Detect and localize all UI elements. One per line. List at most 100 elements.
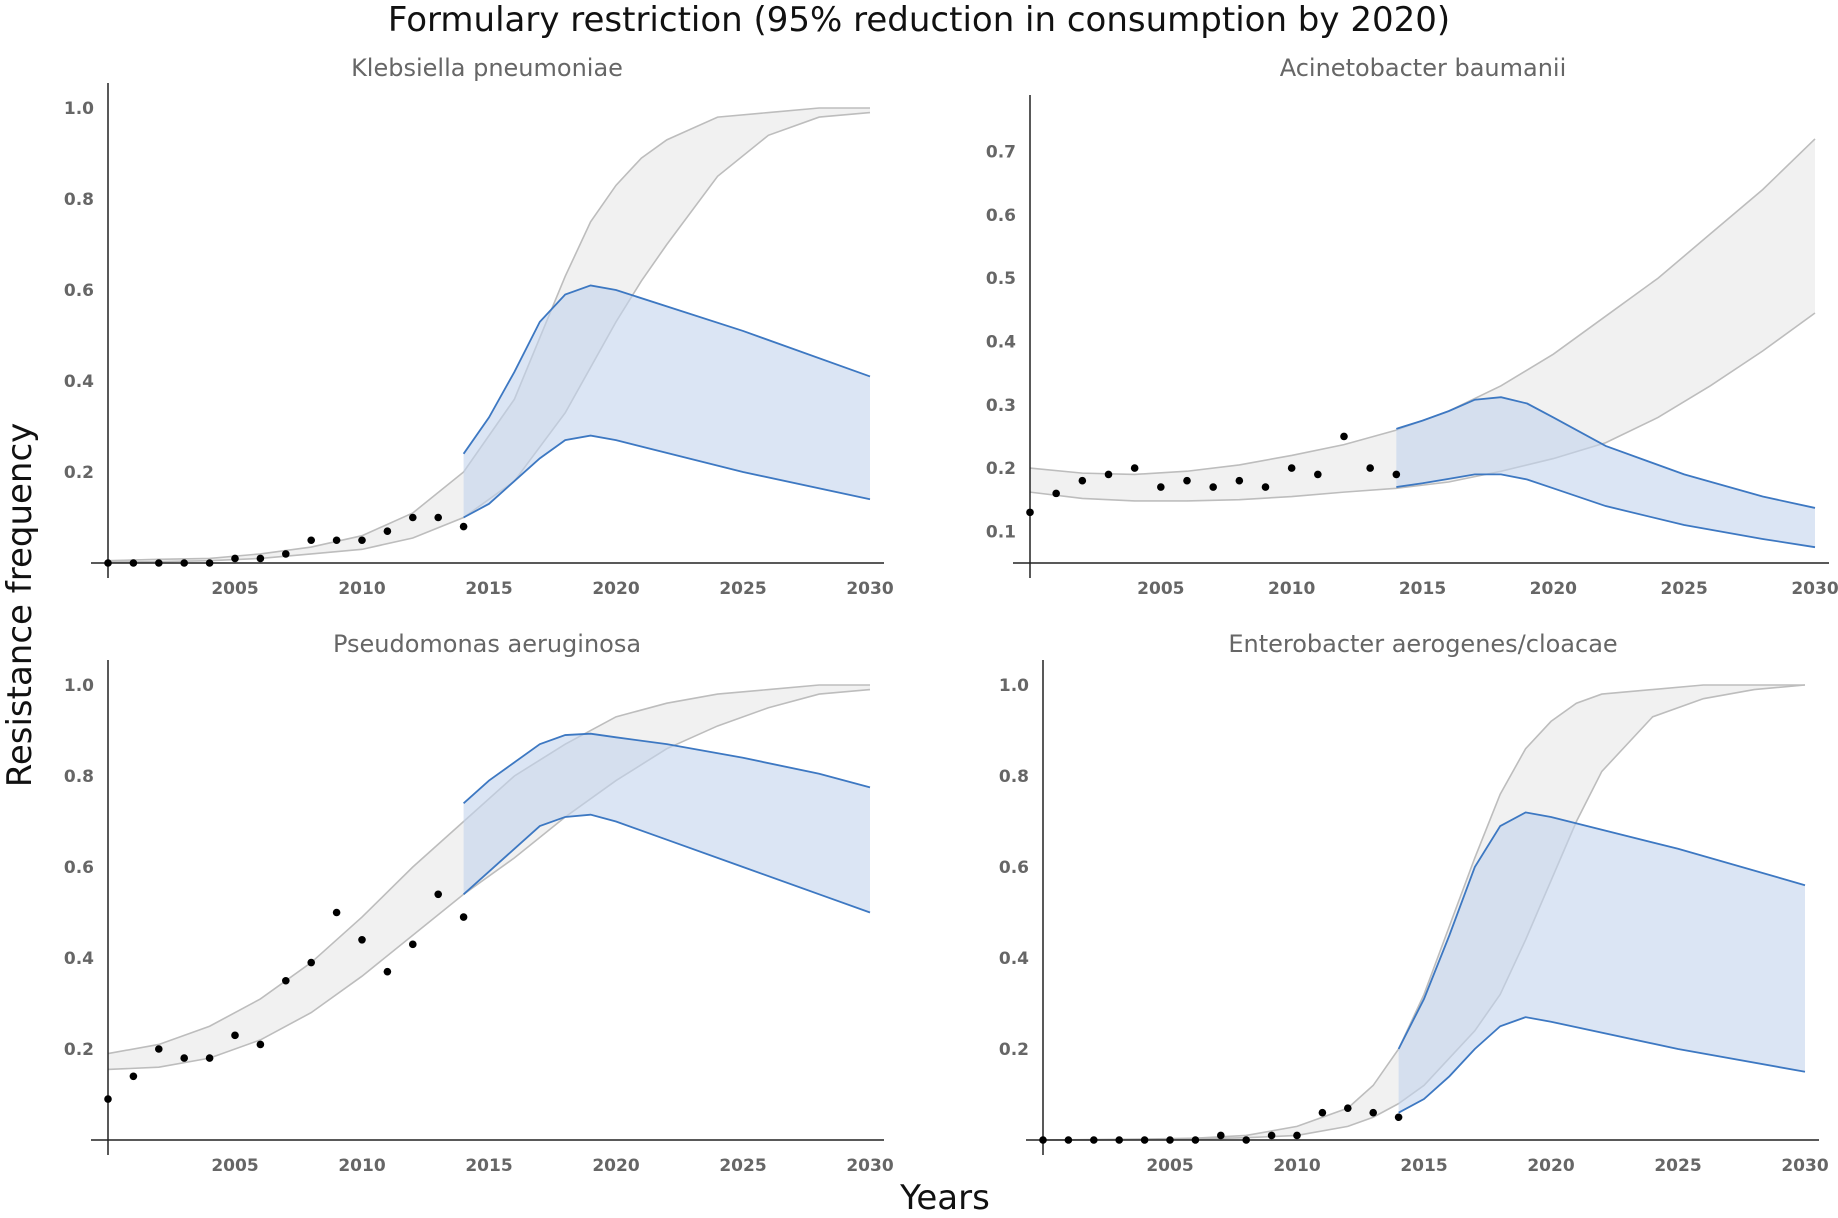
observed-point [332, 536, 341, 545]
intervention-band-upper-line [1397, 811, 1806, 1050]
x-tick-label: 2015 [465, 579, 512, 599]
baseline-band-upper-line [1042, 684, 1805, 1141]
x-tick-label: 2005 [211, 579, 258, 599]
observed-point [459, 913, 468, 921]
y-tick-label: 0.6 [999, 858, 1029, 878]
observed-point [1366, 464, 1374, 472]
intervention-band-fill [463, 285, 870, 518]
observed-point [332, 908, 341, 917]
intervention-band-upper-line [462, 732, 871, 804]
x-tick-label: 2020 [1527, 1156, 1574, 1176]
observed-point [1293, 1131, 1301, 1140]
observed-point [1392, 470, 1401, 479]
observed-point [383, 527, 392, 535]
observed-point [1078, 476, 1087, 485]
observed-point [307, 536, 316, 545]
x-tick-label: 2020 [1530, 579, 1577, 599]
observed-point [104, 1095, 112, 1103]
y-tick-label: 0.8 [999, 767, 1029, 787]
x-tick-label: 2015 [465, 1156, 512, 1176]
y-tick-label: 0.1 [986, 522, 1016, 542]
intervention-band-lower-line [1398, 1016, 1806, 1114]
y-tick-label: 0.6 [64, 858, 94, 878]
observed-point [1318, 1108, 1327, 1117]
baseline-band-lower-line [107, 688, 871, 1071]
observed-point [1267, 1131, 1276, 1140]
observed-point [231, 554, 239, 563]
observed-point [1026, 508, 1034, 517]
observed-point [1191, 1136, 1200, 1144]
observed-point [256, 554, 265, 563]
x-tick-label: 2010 [338, 1156, 385, 1176]
observed-point [231, 1031, 239, 1040]
observed-point [1039, 1136, 1047, 1144]
y-tick-label: 0.4 [986, 333, 1016, 353]
observed-point [1157, 483, 1165, 491]
observed-point [1052, 489, 1060, 498]
y-tick-label: 0.5 [986, 269, 1016, 289]
baseline-band-fill [108, 685, 870, 1070]
y-tick-label: 1.0 [999, 676, 1029, 696]
x-tick-label: 2030 [846, 579, 893, 599]
x-tick-label: 2030 [846, 1156, 893, 1176]
observed-point [104, 559, 112, 567]
y-tick-label: 0.2 [64, 463, 94, 483]
observed-point [256, 1040, 265, 1049]
observed-point [307, 958, 316, 967]
observed-point [1140, 1136, 1149, 1144]
y-tick-label: 0.8 [64, 190, 94, 210]
observed-point [129, 559, 138, 567]
observed-point [1217, 1131, 1225, 1140]
x-tick-label: 2025 [719, 579, 766, 599]
y-tick-label: 0.2 [64, 1040, 94, 1060]
y-tick-label: 0.8 [64, 767, 94, 787]
x-tick-label: 2015 [1400, 1156, 1447, 1176]
y-tick-label: 1.0 [64, 676, 94, 696]
y-tick-label: 1.0 [64, 99, 94, 119]
observed-point [1242, 1136, 1250, 1144]
observed-point [459, 522, 468, 531]
subplot-title: Pseudomonas aeruginosa [333, 630, 641, 658]
observed-point [1209, 483, 1217, 491]
observed-point [1369, 1108, 1377, 1117]
y-tick-label: 0.6 [986, 206, 1016, 226]
y-tick-label: 0.4 [64, 949, 94, 969]
y-tick-label: 0.7 [986, 143, 1016, 163]
panel-3: 2005 2010 2015 2020 2025 2030 0.2 0.4 0.6 0.8 1.0 P… [64, 630, 894, 1176]
observed-point [129, 1072, 138, 1081]
x-tick-label: 2020 [592, 1156, 639, 1176]
intervention-band-lower-line [1396, 473, 1816, 549]
y-tick-label: 0.4 [999, 949, 1029, 969]
observed-point [358, 536, 366, 545]
observed-point [1314, 470, 1322, 479]
x-tick-label: 2025 [719, 1156, 766, 1176]
x-tick-label: 2030 [1781, 1156, 1828, 1176]
x-tick-label: 2010 [338, 579, 385, 599]
observed-point [1183, 476, 1191, 485]
observed-point [358, 936, 366, 944]
x-tick-label: 2025 [1661, 579, 1708, 599]
observed-point [1287, 464, 1296, 472]
panel-2: 2005 2010 2015 2020 2025 2030 0.1 0.2 0.3 0.4 0.5 0… [986, 54, 1838, 599]
observed-point [205, 559, 214, 567]
observed-point [1394, 1113, 1403, 1122]
panel-1: 2005 2010 2015 2020 2025 2030 0.2 0.4 0.6 0.8 1.0 K… [64, 54, 894, 599]
x-tick-label: 2010 [1273, 1156, 1320, 1176]
observed-point [1090, 1136, 1098, 1144]
observed-point [1340, 432, 1348, 441]
observed-point [434, 513, 443, 522]
y-axis-label: Resistance frequency [0, 422, 40, 788]
observed-point [1235, 476, 1244, 485]
observed-point [180, 559, 188, 567]
intervention-band-fill [1398, 812, 1805, 1113]
x-tick-label: 2005 [1146, 1156, 1193, 1176]
x-tick-label: 2005 [211, 1156, 258, 1176]
intervention-band-upper-line [462, 284, 871, 455]
y-tick-label: 0.2 [999, 1040, 1029, 1060]
observed-point [383, 967, 392, 976]
intervention-band-lower-line [462, 813, 871, 914]
observed-point [1261, 483, 1270, 491]
observed-point [1344, 1104, 1352, 1112]
